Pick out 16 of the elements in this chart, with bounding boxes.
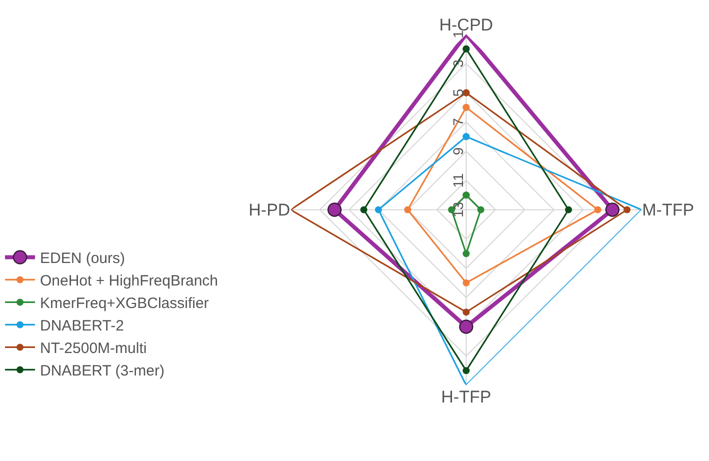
y-tick-label: 1 [450,30,466,38]
spoke-label: H-TFP [441,388,492,407]
spoke-label: H-PD [248,200,290,220]
legend-label: DNABERT (3-mer) [40,362,164,380]
y-tick-label: 3 [450,59,466,68]
legend-label: OneHot + HighFreqBranch [40,272,218,290]
y-tick-label: 9 [450,147,466,156]
legend-label: NT-2500M-multi [40,340,147,358]
y-tick-label: 5 [450,88,466,97]
y-tick-label: 13 [450,202,466,218]
legend-label: DNABERT-2 [40,318,124,335]
y-tick-label: 11 [450,173,466,188]
legend-label: KmerFreq+XGBClassifier [40,295,209,312]
spoke-label: M-TFP [642,200,694,220]
y-tick-label: 7 [450,118,466,126]
legend-label: EDEN (ours) [40,250,126,268]
